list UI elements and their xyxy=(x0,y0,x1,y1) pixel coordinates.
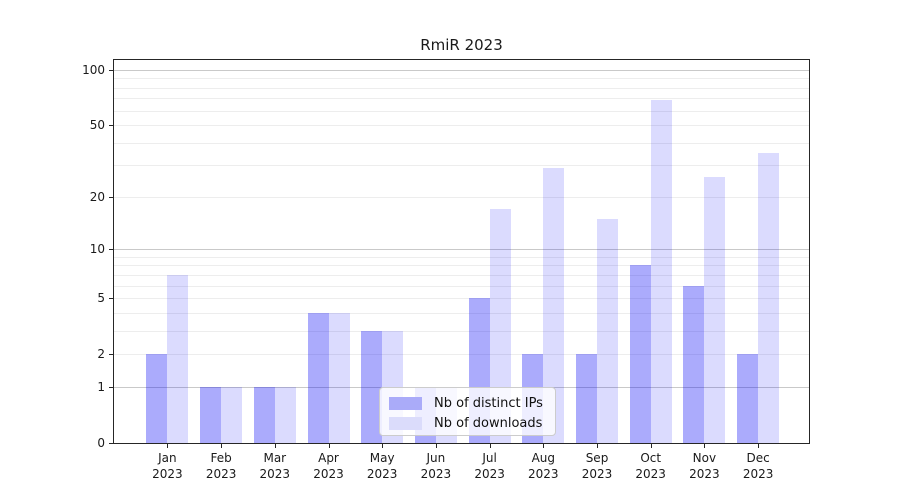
legend-label-downloads: Nb of downloads xyxy=(434,416,543,431)
gridline-minor-4 xyxy=(114,312,809,314)
gridline-minor-5 xyxy=(114,298,809,300)
gridline-minor-60 xyxy=(114,110,809,112)
y-tick-label-5: 5 xyxy=(97,291,105,306)
bar-downloads-nov xyxy=(704,176,726,443)
y-tick-50 xyxy=(109,125,113,127)
gridline-minor-9 xyxy=(114,256,809,258)
y-tick-20 xyxy=(109,196,113,198)
legend-swatch-downloads xyxy=(389,417,422,430)
bar-downloads-mar xyxy=(274,387,296,443)
y-tick-2 xyxy=(109,354,113,356)
legend-item-distinct-ips: Nb of distinct IPs xyxy=(389,394,547,413)
gridline-minor-3 xyxy=(114,330,809,332)
plot-area: Nb of distinct IPs Nb of downloads xyxy=(113,59,810,444)
x-tick-apr xyxy=(328,444,330,448)
bar-ips-jan xyxy=(146,354,168,443)
x-tick-jan xyxy=(167,444,169,448)
x-tick-sep xyxy=(597,444,598,448)
gridline-minor-6 xyxy=(114,285,809,287)
x-tick-aug xyxy=(543,444,545,448)
gridline-major-10 xyxy=(114,249,809,251)
bar-downloads-jan xyxy=(167,274,189,443)
legend-swatch-distinct-ips xyxy=(389,397,422,410)
x-tick-jul xyxy=(489,444,491,448)
y-tick-5 xyxy=(109,298,113,300)
y-tick-label-0: 0 xyxy=(97,436,105,450)
y-tick-label-100: 100 xyxy=(82,62,105,77)
gridline-minor-7 xyxy=(114,274,809,276)
x-tick-label-apr: Apr 2023 xyxy=(313,451,344,481)
gridline-major-100 xyxy=(114,69,809,71)
bar-downloads-jul xyxy=(489,209,511,443)
gridline-minor-8 xyxy=(114,265,809,267)
x-tick-label-jun: Jun 2023 xyxy=(420,451,452,481)
x-tick-label-may: May 2023 xyxy=(366,451,398,481)
y-tick-label-50: 50 xyxy=(89,118,105,133)
x-tick-label-aug: Aug 2023 xyxy=(528,451,559,481)
y-tick-100 xyxy=(109,69,113,71)
x-tick-nov xyxy=(704,444,706,448)
bar-ips-sep xyxy=(576,354,597,443)
gridline-minor-40 xyxy=(114,142,809,144)
gridline-minor-80 xyxy=(114,87,809,89)
y-tick-label-1: 1 xyxy=(97,379,105,394)
bar-downloads-aug xyxy=(543,168,565,443)
x-tick-mar xyxy=(274,444,276,448)
x-tick-label-jul: Jul 2023 xyxy=(474,451,505,481)
x-tick-label-mar: Mar 2023 xyxy=(259,451,291,481)
y-tick-10 xyxy=(109,249,113,251)
legend: Nb of distinct IPs Nb of downloads xyxy=(379,387,556,436)
x-tick-label-feb: Feb 2023 xyxy=(205,451,237,481)
gridline-minor-30 xyxy=(114,165,809,167)
bar-ips-dec xyxy=(737,354,759,443)
y-tick-label-20: 20 xyxy=(89,189,105,204)
bar-downloads-oct xyxy=(650,99,672,443)
chart-title: RmiR 2023 xyxy=(420,36,503,54)
x-tick-label-nov: Nov 2023 xyxy=(689,451,720,481)
x-tick-may xyxy=(382,444,384,448)
bar-ips-feb xyxy=(200,387,222,443)
bar-ips-nov xyxy=(683,285,705,443)
bar-downloads-feb xyxy=(221,387,243,443)
bar-downloads-sep xyxy=(597,218,618,443)
x-tick-jun xyxy=(435,444,437,448)
bar-ips-mar xyxy=(253,387,275,443)
bar-ips-may xyxy=(361,330,383,443)
bar-ips-oct xyxy=(629,265,651,443)
gridline-minor-50 xyxy=(114,125,809,127)
gridline-minor-2 xyxy=(114,354,809,356)
x-tick-feb xyxy=(221,444,223,448)
x-tick-label-oct: Oct 2023 xyxy=(635,451,666,481)
gridline-minor-90 xyxy=(114,78,809,80)
y-tick-label-10: 10 xyxy=(89,242,105,257)
legend-label-distinct-ips: Nb of distinct IPs xyxy=(434,396,543,411)
x-tick-dec xyxy=(758,444,760,448)
x-tick-label-dec: Dec 2023 xyxy=(742,451,774,481)
x-tick-label-jan: Jan 2023 xyxy=(152,451,183,481)
bar-downloads-dec xyxy=(758,153,780,443)
x-tick-oct xyxy=(650,444,652,448)
legend-item-downloads: Nb of downloads xyxy=(389,414,547,433)
y-tick-0 xyxy=(109,443,113,444)
gridline-minor-20 xyxy=(114,196,809,198)
y-tick-label-2: 2 xyxy=(97,347,105,362)
bar-ips-apr xyxy=(307,312,329,443)
x-tick-label-sep: Sep 2023 xyxy=(581,451,613,481)
gridline-minor-70 xyxy=(114,98,809,100)
y-tick-1 xyxy=(109,386,113,388)
bar-downloads-apr xyxy=(328,312,350,443)
